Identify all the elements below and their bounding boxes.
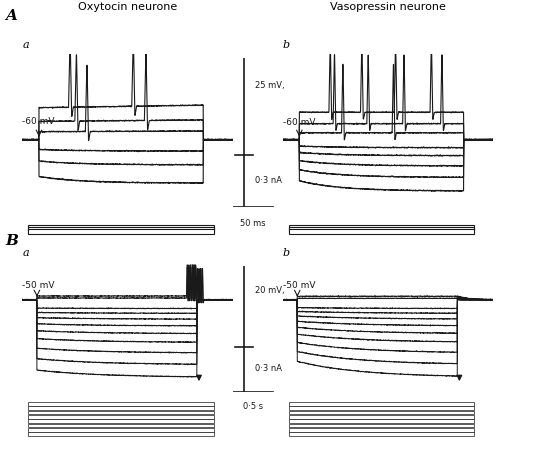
FancyBboxPatch shape [289, 432, 474, 436]
FancyBboxPatch shape [289, 415, 474, 419]
Text: 50 ms: 50 ms [240, 219, 265, 228]
FancyBboxPatch shape [28, 428, 214, 432]
FancyBboxPatch shape [28, 227, 214, 232]
Text: Oxytocin neurone: Oxytocin neurone [78, 2, 177, 12]
FancyBboxPatch shape [289, 229, 474, 234]
FancyBboxPatch shape [289, 406, 474, 410]
FancyBboxPatch shape [289, 402, 474, 406]
Text: b: b [283, 248, 290, 257]
Text: A: A [6, 9, 17, 23]
Text: 0·5 s: 0·5 s [243, 401, 263, 410]
FancyBboxPatch shape [28, 424, 214, 428]
Text: 0·3 nA: 0·3 nA [255, 364, 282, 373]
FancyBboxPatch shape [289, 419, 474, 423]
FancyBboxPatch shape [28, 225, 214, 230]
FancyBboxPatch shape [28, 406, 214, 410]
Text: a: a [22, 248, 29, 257]
FancyBboxPatch shape [28, 432, 214, 436]
FancyBboxPatch shape [28, 229, 214, 234]
Text: Vasopressin neurone: Vasopressin neurone [330, 2, 446, 12]
FancyBboxPatch shape [28, 419, 214, 423]
FancyBboxPatch shape [28, 402, 214, 406]
FancyBboxPatch shape [289, 424, 474, 428]
FancyBboxPatch shape [289, 428, 474, 432]
Text: B: B [6, 234, 18, 248]
FancyBboxPatch shape [289, 225, 474, 230]
Text: a: a [22, 40, 29, 50]
FancyBboxPatch shape [28, 415, 214, 419]
Text: -50 mV: -50 mV [22, 281, 55, 290]
FancyBboxPatch shape [28, 411, 214, 414]
Text: -60 mV: -60 mV [22, 117, 55, 126]
Text: 0·3 nA: 0·3 nA [255, 176, 282, 185]
Text: b: b [283, 40, 290, 50]
FancyBboxPatch shape [289, 411, 474, 414]
Text: 20 mV,: 20 mV, [255, 286, 284, 295]
Text: -60 mV: -60 mV [283, 118, 315, 127]
Text: 25 mV,: 25 mV, [255, 81, 284, 90]
Text: -50 mV: -50 mV [283, 281, 315, 290]
FancyBboxPatch shape [289, 227, 474, 232]
